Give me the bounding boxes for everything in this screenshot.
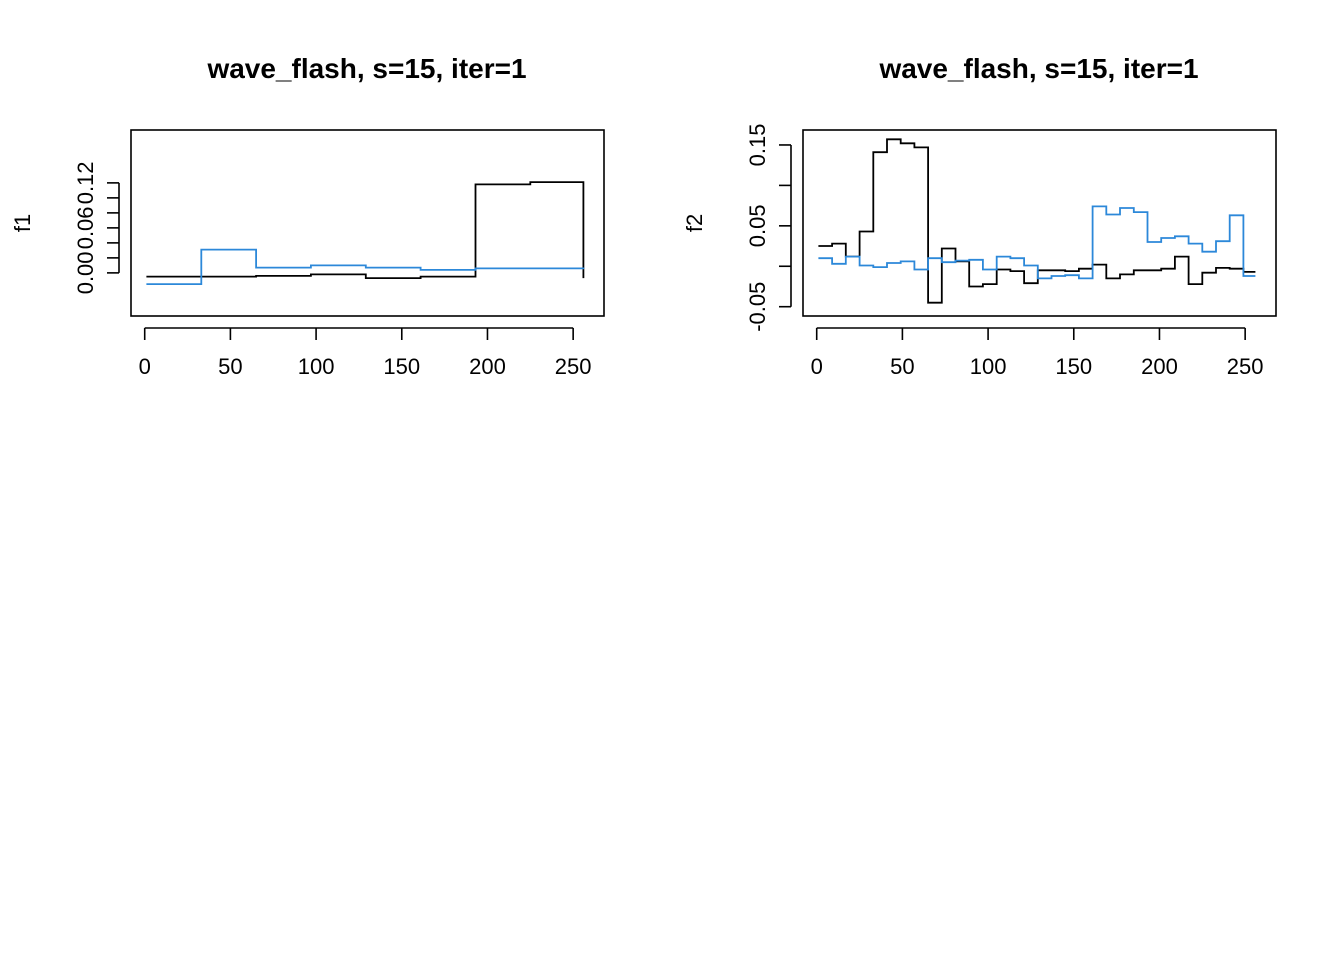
x-tick-label: 250 xyxy=(1227,354,1264,379)
x-tick-label: 200 xyxy=(469,354,506,379)
series-line-black xyxy=(146,181,585,279)
y-tick-label: 0.12 xyxy=(73,161,98,204)
y-tick-label: 0.06 xyxy=(73,206,98,249)
x-tick-label: 50 xyxy=(218,354,242,379)
y-tick-label: 0.15 xyxy=(745,124,770,167)
series-line-blue xyxy=(818,205,1256,280)
y-tick-label: 0.05 xyxy=(745,204,770,247)
x-tick-label: 150 xyxy=(383,354,420,379)
chart-panel-f1: wave_flash, s=15, iter=1 f1 0 50 100 150 200… xyxy=(10,53,605,379)
chart-panel-f2: wave_flash, s=15, iter=1 f2 0 50 100 150 200… xyxy=(682,53,1277,379)
y-tick-label: -0.05 xyxy=(745,282,770,332)
y-axis-label: f1 xyxy=(10,214,35,232)
plot-frame xyxy=(130,129,605,317)
x-tick-label: 200 xyxy=(1141,354,1178,379)
x-tick-label: 150 xyxy=(1055,354,1092,379)
chart-title: wave_flash, s=15, iter=1 xyxy=(878,53,1198,84)
chart-title: wave_flash, s=15, iter=1 xyxy=(206,53,526,84)
plot-frame xyxy=(802,129,1277,317)
x-tick-label: 0 xyxy=(139,354,151,379)
x-tick-label: 100 xyxy=(298,354,335,379)
x-tick-label: 0 xyxy=(811,354,823,379)
y-tick-label: 0.00 xyxy=(73,251,98,294)
x-tick-label: 250 xyxy=(555,354,592,379)
series-line-blue xyxy=(146,248,585,285)
x-tick-label: 50 xyxy=(890,354,914,379)
x-tick-label: 100 xyxy=(970,354,1007,379)
series-line-black xyxy=(818,138,1256,304)
y-axis-label: f2 xyxy=(682,214,707,232)
